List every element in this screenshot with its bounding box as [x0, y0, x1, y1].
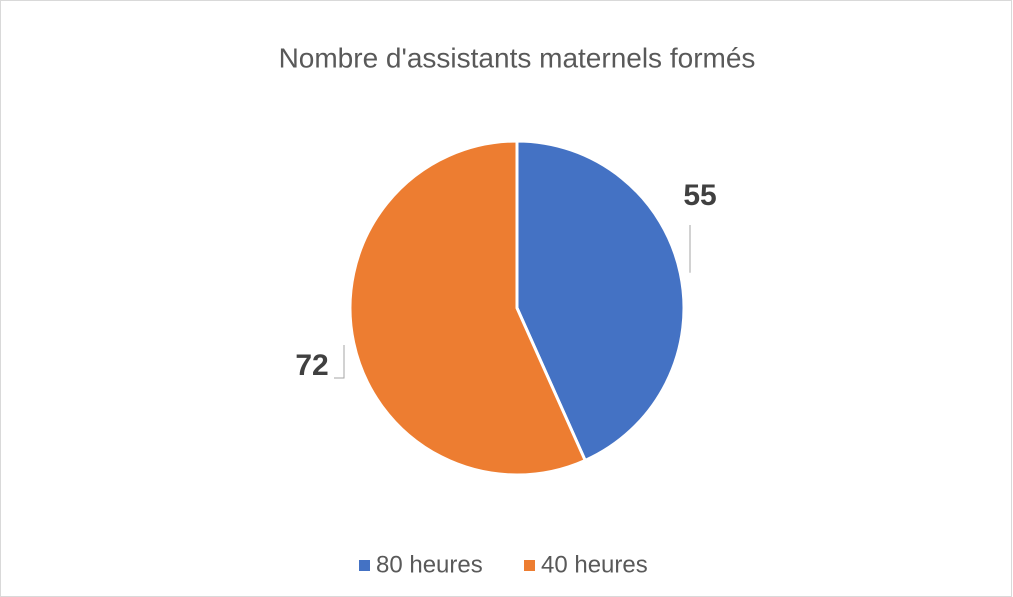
data-label: 72	[295, 349, 328, 382]
pie-slice	[348, 139, 588, 477]
legend-label: 40 heures	[541, 551, 648, 578]
data-label: 55	[683, 179, 716, 212]
legend-label: 80 heures	[376, 551, 483, 578]
legend-swatch	[359, 560, 370, 571]
leader-line	[334, 345, 345, 379]
chart-title: Nombre d'assistants maternels formés	[279, 42, 756, 73]
pie-slice	[515, 139, 686, 463]
legend-swatch	[524, 560, 535, 571]
